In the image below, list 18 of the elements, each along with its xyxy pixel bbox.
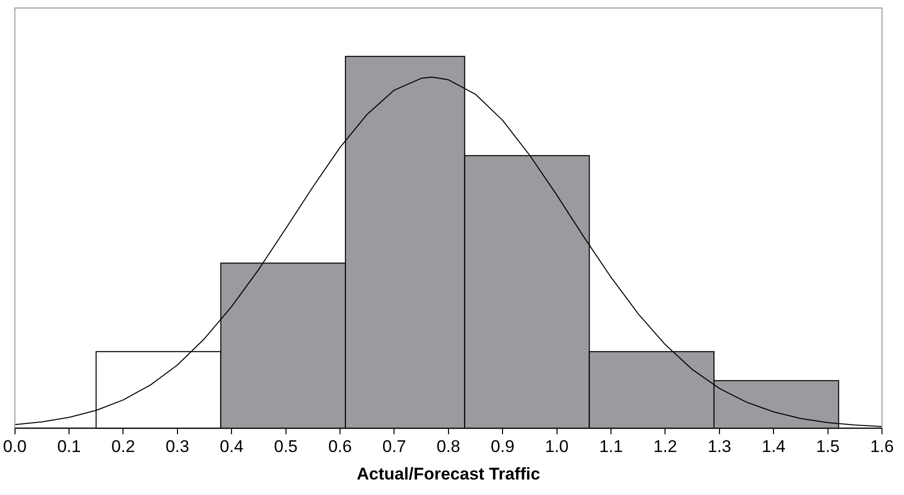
x-tick-label: 1.2 [653, 437, 678, 456]
x-tick-label: 0.7 [382, 437, 406, 456]
x-tick-label: 0.5 [274, 437, 298, 456]
x-tick-label: 0.3 [166, 437, 190, 456]
x-tick-label: 1.4 [762, 437, 786, 456]
x-axis-title: Actual/Forecast Traffic [356, 464, 540, 484]
x-tick-label: 0.0 [2, 437, 27, 456]
x-tick-label: 0.9 [490, 437, 514, 456]
x-tick-label: 0.6 [328, 437, 352, 456]
x-tick-label: 1.1 [599, 437, 623, 456]
x-tick-label: 0.4 [220, 437, 244, 456]
x-tick-label: 0.8 [436, 437, 460, 456]
x-tick-label: 1.3 [708, 437, 732, 456]
x-tick-label: 1.6 [870, 437, 894, 456]
x-tick-label: 0.2 [111, 437, 136, 456]
x-tick-label: 1.5 [816, 437, 840, 456]
x-tick-label: 0.1 [57, 437, 81, 456]
x-tick-label: 1.0 [544, 437, 569, 456]
